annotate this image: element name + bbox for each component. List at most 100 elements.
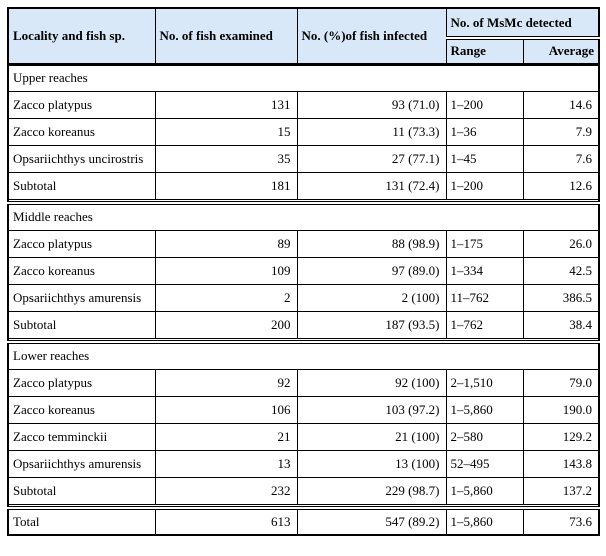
examined-cell: 109 [154, 256, 298, 285]
species-cell: Zacco koreanus [7, 117, 156, 146]
examined-cell: 181 [154, 171, 298, 200]
examined-cell: 89 [154, 229, 298, 258]
subtotal-row: Subtotal 200 187 (93.5) 1–762 38.4 [7, 310, 600, 339]
section-label: Upper reaches [7, 63, 600, 92]
range-cell: 2–580 [445, 422, 524, 451]
range-cell: 1–175 [445, 229, 524, 258]
examined-cell: 15 [154, 117, 298, 146]
average-cell: 73.6 [522, 507, 600, 536]
average-cell: 190.0 [522, 395, 600, 424]
infected-cell: 2 (100) [296, 283, 447, 312]
col-header-average: Average [522, 37, 600, 66]
examined-cell: 131 [154, 90, 298, 119]
infected-cell: 229 (98.7) [296, 476, 447, 505]
col-header-infected: No. (%)of fish infected [296, 7, 447, 66]
table-row: Opsariichthys amurensis 13 13 (100) 52–4… [7, 449, 600, 478]
range-cell: 2–1,510 [445, 368, 524, 397]
header-row-sub: Range Average [8, 37, 600, 66]
infected-cell: 97 (89.0) [296, 256, 447, 285]
examined-cell: 200 [154, 310, 298, 339]
table-header: Locality and fish sp. No. of fish examin… [7, 7, 600, 66]
species-cell: Zacco platypus [7, 229, 156, 258]
table-row: Opsariichthys amurensis 2 2 (100) 11–762… [7, 283, 600, 312]
average-cell: 143.8 [522, 449, 600, 478]
average-cell: 14.6 [522, 90, 600, 119]
species-cell: Zacco platypus [7, 90, 156, 119]
section-separator [7, 198, 600, 205]
examined-cell: 106 [154, 395, 298, 424]
infected-cell: 187 (93.5) [296, 310, 447, 339]
infected-cell: 547 (89.2) [296, 507, 447, 536]
average-cell: 26.0 [522, 229, 600, 258]
examined-cell: 35 [154, 144, 298, 173]
table-body: Upper reaches Zacco platypus 131 93 (71.… [7, 63, 600, 536]
species-cell: Subtotal [7, 171, 156, 200]
range-cell: 1–36 [445, 117, 524, 146]
species-cell: Opsariichthys amurensis [7, 283, 156, 312]
examined-cell: 21 [154, 422, 298, 451]
table-row: Zacco platypus 92 92 (100) 2–1,510 79.0 [7, 368, 600, 397]
species-cell: Zacco koreanus [7, 395, 156, 424]
species-cell: Zacco koreanus [7, 256, 156, 285]
average-cell: 79.0 [522, 368, 600, 397]
table-row: Zacco platypus 89 88 (98.9) 1–175 26.0 [7, 229, 600, 258]
infected-cell: 11 (73.3) [296, 117, 447, 146]
infected-cell: 92 (100) [296, 368, 447, 397]
range-cell: 1–5,860 [445, 395, 524, 424]
infected-cell: 103 (97.2) [296, 395, 447, 424]
section-label-row-upper: Upper reaches [7, 63, 600, 92]
average-cell: 137.2 [522, 476, 600, 505]
section-label: Lower reaches [7, 341, 600, 370]
section-label-row-lower: Lower reaches [7, 341, 600, 370]
infected-cell: 21 (100) [296, 422, 447, 451]
average-cell: 386.5 [522, 283, 600, 312]
total-label-cell: Total [7, 507, 156, 536]
infected-cell: 131 (72.4) [296, 171, 447, 200]
species-cell: Opsariichthys uncirostris [7, 144, 156, 173]
average-cell: 7.6 [522, 144, 600, 173]
table-row: Zacco temminckii 21 21 (100) 2–580 129.2 [7, 422, 600, 451]
average-cell: 129.2 [522, 422, 600, 451]
range-cell: 52–495 [445, 449, 524, 478]
table-row: Zacco koreanus 109 97 (89.0) 1–334 42.5 [7, 256, 600, 285]
average-cell: 12.6 [522, 171, 600, 200]
range-cell: 1–200 [445, 171, 524, 200]
infected-cell: 88 (98.9) [296, 229, 447, 258]
table-row: Zacco koreanus 106 103 (97.2) 1–5,860 19… [7, 395, 600, 424]
range-cell: 1–5,860 [445, 476, 524, 505]
average-cell: 7.9 [522, 117, 600, 146]
range-cell: 1–45 [445, 144, 524, 173]
range-cell: 1–334 [445, 256, 524, 285]
table-row: Opsariichthys uncirostris 35 27 (77.1) 1… [7, 144, 600, 173]
species-cell: Opsariichthys amurensis [7, 449, 156, 478]
section-label: Middle reaches [7, 202, 600, 231]
examined-cell: 92 [154, 368, 298, 397]
range-cell: 1–200 [445, 90, 524, 119]
total-row: Total 613 547 (89.2) 1–5,860 73.6 [7, 507, 600, 536]
species-cell: Zacco temminckii [7, 422, 156, 451]
average-cell: 38.4 [522, 310, 600, 339]
species-cell: Subtotal [7, 476, 156, 505]
subtotal-row: Subtotal 232 229 (98.7) 1–5,860 137.2 [7, 476, 600, 505]
table-row: Zacco koreanus 15 11 (73.3) 1–36 7.9 [7, 117, 600, 146]
header-row-top: Locality and fish sp. No. of fish examin… [7, 7, 600, 66]
col-header-msmc-group: No. of MsMc detected [445, 7, 600, 40]
section-separator [7, 337, 600, 344]
col-header-locality: Locality and fish sp. [7, 7, 156, 66]
species-cell: Zacco platypus [7, 368, 156, 397]
infected-cell: 13 (100) [296, 449, 447, 478]
subtotal-row: Subtotal 181 131 (72.4) 1–200 12.6 [7, 171, 600, 200]
range-cell: 1–5,860 [445, 507, 524, 536]
section-separator [7, 503, 600, 510]
range-cell: 11–762 [445, 283, 524, 312]
infected-cell: 27 (77.1) [296, 144, 447, 173]
table-row: Zacco platypus 131 93 (71.0) 1–200 14.6 [7, 90, 600, 119]
section-label-row-middle: Middle reaches [7, 202, 600, 231]
fish-infection-table: Locality and fish sp. No. of fish examin… [7, 7, 601, 536]
col-header-examined: No. of fish examined [154, 7, 298, 66]
species-cell: Subtotal [7, 310, 156, 339]
average-cell: 42.5 [522, 256, 600, 285]
examined-cell: 2 [154, 283, 298, 312]
examined-cell: 613 [154, 507, 298, 536]
